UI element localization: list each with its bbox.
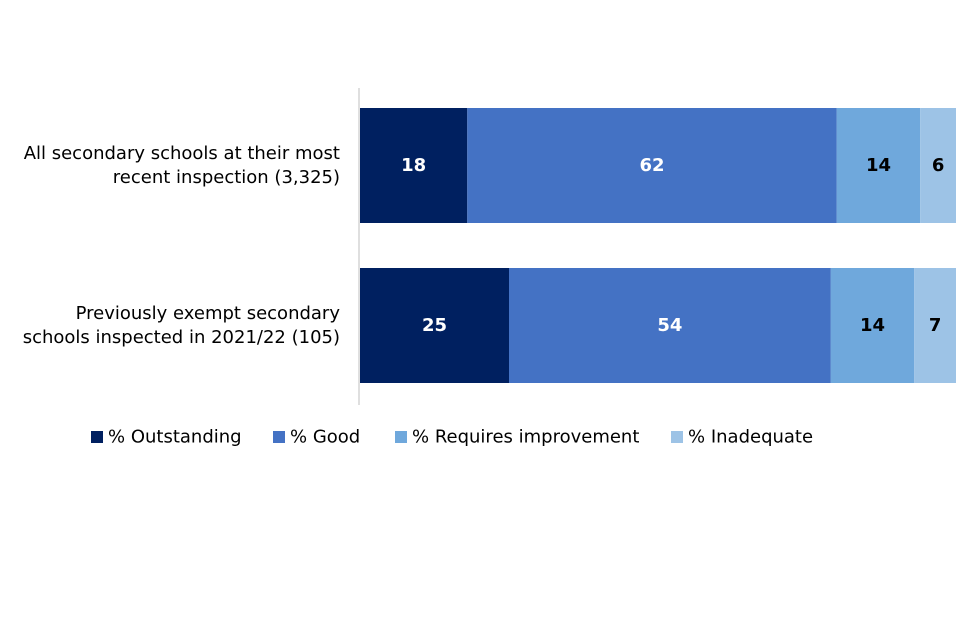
category-label: schools inspected in 2021/22 (105)	[23, 327, 340, 348]
legend: % Outstanding % Good % Requires improvemen…	[91, 427, 813, 448]
bar-segment	[830, 268, 915, 383]
bar-segment	[360, 108, 468, 223]
category-labels: All secondary schools at their most recen…	[23, 143, 341, 348]
bar-segment	[509, 268, 831, 383]
legend-swatch	[91, 431, 103, 443]
bar-segment	[360, 268, 509, 383]
legend-label: % Outstanding	[108, 427, 242, 448]
bar-segment	[914, 268, 956, 383]
legend-swatch	[273, 431, 285, 443]
data-label: 14	[860, 315, 885, 336]
data-label: 18	[401, 155, 426, 176]
legend-label: % Good	[290, 427, 360, 448]
legend-swatch	[395, 431, 407, 443]
legend-swatch	[671, 431, 683, 443]
data-label: 54	[657, 315, 682, 336]
category-label: All secondary schools at their most	[24, 143, 340, 164]
bar-segment	[467, 108, 837, 223]
legend-label: % Inadequate	[688, 427, 813, 448]
bar-segment	[920, 108, 956, 223]
bars-layer: 18 62 14 6 25 54 14 7	[360, 108, 956, 383]
bar-segment	[836, 108, 921, 223]
data-label: 14	[866, 155, 891, 176]
data-label: 25	[422, 315, 447, 336]
data-label: 6	[932, 155, 945, 176]
category-label: recent inspection (3,325)	[113, 167, 340, 188]
category-label: Previously exempt secondary	[76, 303, 341, 324]
data-label: 7	[929, 315, 942, 336]
data-label: 62	[640, 155, 665, 176]
legend-label: % Requires improvement	[412, 427, 639, 448]
